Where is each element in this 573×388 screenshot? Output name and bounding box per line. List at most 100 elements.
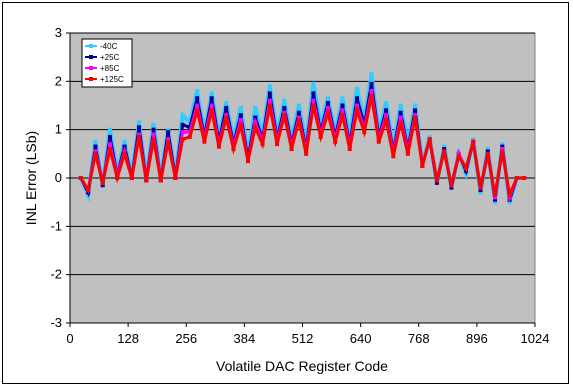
x-tick-label: 1024 xyxy=(521,331,550,346)
series-point-2 xyxy=(500,147,505,151)
series-point-3 xyxy=(86,188,91,193)
x-tick-label: 384 xyxy=(234,331,256,346)
series-point-0 xyxy=(253,105,258,110)
series-point-1 xyxy=(325,101,330,106)
legend-label: +25C xyxy=(100,53,120,62)
series-point-3 xyxy=(224,115,229,120)
series-point-3 xyxy=(267,103,272,108)
series-point-3 xyxy=(463,166,468,171)
series-point-1 xyxy=(100,183,105,188)
series-point-3 xyxy=(413,115,418,120)
series-point-2 xyxy=(282,110,287,115)
series-point-1 xyxy=(493,197,498,202)
series-point-1 xyxy=(224,105,229,110)
series-point-2 xyxy=(398,115,403,120)
series-point-3 xyxy=(78,176,83,180)
series-point-2 xyxy=(151,132,156,137)
series-point-0 xyxy=(500,142,505,147)
series-point-1 xyxy=(107,134,112,139)
series-point-3 xyxy=(427,137,432,142)
series-point-0 xyxy=(166,127,171,132)
series-point-1 xyxy=(137,125,142,130)
y-tick-label: 3 xyxy=(55,25,62,40)
series-point-0 xyxy=(151,122,156,127)
series-point-0 xyxy=(325,96,330,101)
series-point-2 xyxy=(340,108,345,113)
series-point-3 xyxy=(318,134,323,139)
series-point-3 xyxy=(100,180,105,185)
series-point-3 xyxy=(129,176,134,180)
series-point-3 xyxy=(166,139,171,144)
series-point-0 xyxy=(282,98,287,103)
series-point-3 xyxy=(442,149,447,154)
series-point-3 xyxy=(398,120,403,125)
y-tick-label: 2 xyxy=(55,73,62,88)
series-point-2 xyxy=(137,132,142,137)
series-point-3 xyxy=(260,142,265,147)
series-point-1 xyxy=(296,110,301,115)
series-point-2 xyxy=(369,89,374,93)
x-tick-label: 512 xyxy=(292,331,314,346)
series-point-3 xyxy=(456,154,461,159)
series-point-3 xyxy=(362,130,367,135)
legend-marker xyxy=(89,77,93,81)
series-point-3 xyxy=(500,149,505,154)
series-point-3 xyxy=(282,113,287,118)
legend-label: +125C xyxy=(100,75,124,84)
series-point-2 xyxy=(296,115,301,120)
series-point-0 xyxy=(137,120,142,125)
series-point-3 xyxy=(137,134,142,139)
series-point-1 xyxy=(369,81,374,86)
series-point-2 xyxy=(180,130,185,135)
series-point-0 xyxy=(485,147,490,151)
series-point-1 xyxy=(384,108,389,113)
series-point-3 xyxy=(122,151,127,156)
series-point-2 xyxy=(166,137,171,142)
series-point-3 xyxy=(340,113,345,118)
series-point-3 xyxy=(304,151,309,156)
series-point-0 xyxy=(238,105,243,110)
x-tick-label: 0 xyxy=(66,331,73,346)
series-point-1 xyxy=(282,105,287,110)
x-tick-label: 896 xyxy=(466,331,488,346)
series-point-1 xyxy=(180,122,185,127)
x-tick-label: 128 xyxy=(117,331,139,346)
series-point-3 xyxy=(173,176,178,180)
series-point-0 xyxy=(413,103,418,108)
series-point-0 xyxy=(471,137,476,142)
series-point-2 xyxy=(209,103,214,108)
series-point-3 xyxy=(522,176,527,180)
series-point-3 xyxy=(434,178,439,183)
series-point-0 xyxy=(107,127,112,132)
series-point-0 xyxy=(354,86,359,91)
y-tick-label: -2 xyxy=(50,267,62,282)
series-point-3 xyxy=(158,178,163,183)
series-point-3 xyxy=(471,139,476,144)
series-point-3 xyxy=(180,137,185,142)
axes: -3 -2 -1 0 1 2 3 0 128 256 384 512 640 768 896 1024 xyxy=(50,25,549,346)
series-point-1 xyxy=(478,188,483,193)
series-point-3 xyxy=(376,139,381,144)
series-point-3 xyxy=(216,144,221,149)
series-point-3 xyxy=(296,118,301,122)
series-point-2 xyxy=(493,195,498,200)
series-point-3 xyxy=(333,139,338,144)
series-point-1 xyxy=(449,185,454,190)
series-point-3 xyxy=(354,108,359,113)
series-point-3 xyxy=(493,192,498,197)
series-point-3 xyxy=(478,185,483,190)
series-point-3 xyxy=(325,110,330,115)
series-point-0 xyxy=(311,81,316,86)
series-point-1 xyxy=(340,103,345,108)
series-point-0 xyxy=(267,84,272,89)
series-point-3 xyxy=(144,178,149,183)
series-layer xyxy=(78,72,527,205)
series-point-0 xyxy=(93,139,98,144)
series-point-2 xyxy=(253,120,258,125)
x-tick-label: 768 xyxy=(408,331,430,346)
series-point-0 xyxy=(478,190,483,195)
series-point-3 xyxy=(93,151,98,156)
series-point-3 xyxy=(507,192,512,197)
series-point-1 xyxy=(500,144,505,149)
series-point-1 xyxy=(151,127,156,132)
